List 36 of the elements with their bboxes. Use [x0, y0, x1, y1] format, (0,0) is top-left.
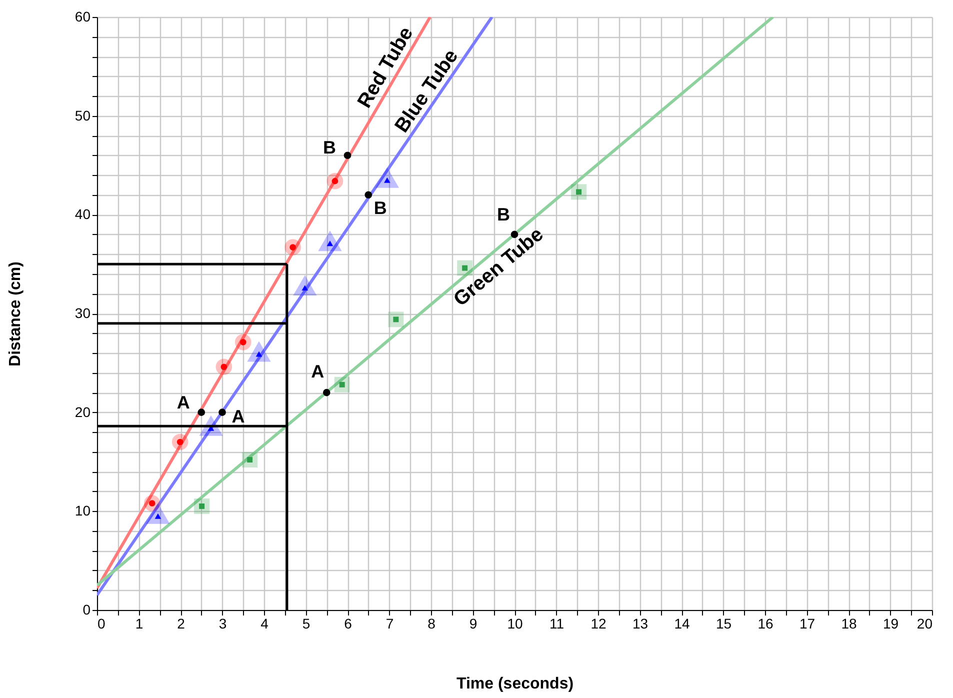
x-tick-label: 8	[428, 616, 436, 632]
x-axis-title: Time (seconds)	[456, 676, 574, 692]
x-tick-label: 19	[882, 616, 899, 632]
annotation: A	[176, 392, 190, 412]
y-axis-title: Distance (cm)	[6, 262, 24, 366]
x-tick-label: 9	[469, 616, 478, 632]
x-tick-label: 6	[344, 616, 352, 632]
x-tick-label: 11	[549, 616, 564, 632]
x-tick-label: 7	[386, 616, 394, 632]
y-tick-label: 20	[74, 404, 91, 420]
x-tick-label: 13	[632, 616, 648, 632]
y-tick-label: 10	[74, 502, 91, 519]
x-tick-label: 12	[590, 616, 606, 632]
x-tick-label: 14	[674, 616, 690, 632]
y-tick-label: 0	[82, 602, 91, 618]
y-tick-label: 40	[74, 206, 91, 222]
y-tick-label: 50	[74, 107, 91, 124]
x-tick-label: 16	[758, 616, 774, 632]
x-tick-label: 15	[716, 616, 732, 632]
y-tick-label: 30	[74, 305, 91, 321]
x-tick-label: 4	[260, 616, 269, 632]
annotation: B	[497, 204, 510, 224]
annotation: A	[232, 406, 245, 426]
x-tick-label: 18	[841, 616, 857, 632]
x-tick-label: 1	[135, 616, 144, 632]
x-tick-label: 17	[799, 616, 816, 632]
y-tick-label: 60	[74, 8, 91, 24]
x-tick-label: 5	[302, 616, 310, 632]
annotation: B	[323, 137, 336, 158]
x-tick-label: 2	[177, 616, 186, 632]
x-tick-label: 3	[218, 616, 227, 632]
x-tick-label: 10	[507, 616, 523, 632]
x-tick-label: 0	[98, 616, 106, 632]
annotation: A	[311, 362, 324, 382]
annotation: B	[374, 198, 387, 218]
x-tick-label: 20	[916, 616, 933, 632]
